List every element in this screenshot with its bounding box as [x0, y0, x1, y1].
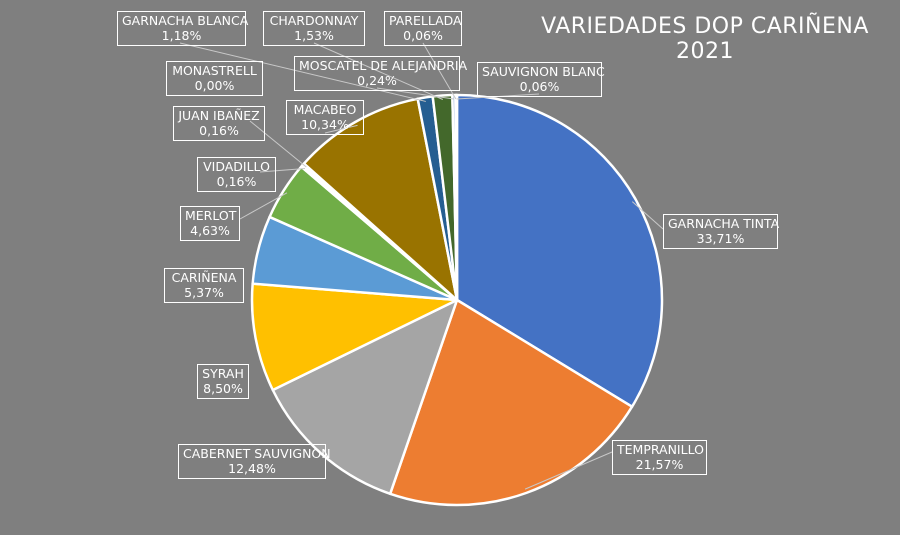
leader-line-merlot	[239, 192, 288, 220]
pie-slice-macabeo	[302, 97, 459, 302]
data-label-macabeo: MACABEO 10,34%	[286, 100, 364, 135]
leader-line-juan-ibanez	[249, 120, 307, 168]
data-label-parellada: PARELLADA 0,06%	[384, 11, 462, 46]
data-label-syrah: SYRAH 8,50%	[197, 364, 249, 399]
data-label-cabernet-sauvignon: CABERNET SAUVIGNON 12,48%	[178, 444, 331, 479]
pie-slice-garnacha-tinta	[455, 93, 664, 408]
pie-slice-tempranillo	[388, 298, 634, 507]
data-label-tempranillo: TEMPRANILLO 21,57%	[612, 440, 707, 475]
data-label-carinena: CARIÑENA 5,37%	[164, 268, 244, 303]
pie-slice-cabernet-sauvignon	[271, 298, 459, 496]
data-label-sauvignon-blanc: SAUVIGNON BLANC 0,06%	[477, 62, 605, 97]
leader-line-moscatel-de-alejandria	[376, 87, 455, 100]
pie-slice-syrah	[250, 282, 459, 392]
leader-line-parellada	[422, 42, 457, 100]
data-label-monastrell: MONASTRELL 0,00%	[166, 61, 263, 96]
data-label-garnacha-tinta: GARNACHA TINTA 33,71%	[663, 214, 779, 249]
data-label-merlot: MERLOT 4,63%	[180, 206, 240, 241]
data-label-garnacha-blanca: GARNACHA BLANCA 1,18%	[117, 11, 248, 46]
data-label-chardonnay: CHARDONNAY 1,53%	[263, 11, 365, 46]
leader-line-garnacha-tinta	[631, 201, 664, 230]
leader-line-vidadillo	[259, 168, 306, 173]
data-label-vidadillo: VIDADILLO 0,16%	[197, 157, 276, 192]
pie-slice-sauvignon-blanc	[454, 93, 459, 302]
leader-line-macabeo	[324, 124, 358, 134]
chart-title: VARIEDADES DOP CARIÑENA 2021	[541, 14, 869, 64]
data-label-moscatel-de-alejandria: MOSCATEL DE ALEJANDRIA 0,24%	[294, 56, 467, 91]
leader-line-garnacha-blanca	[179, 42, 426, 102]
data-label-juan-ibanez: JUAN IBAÑEZ 0,16%	[173, 106, 265, 141]
leader-line-tempranillo	[524, 451, 613, 490]
